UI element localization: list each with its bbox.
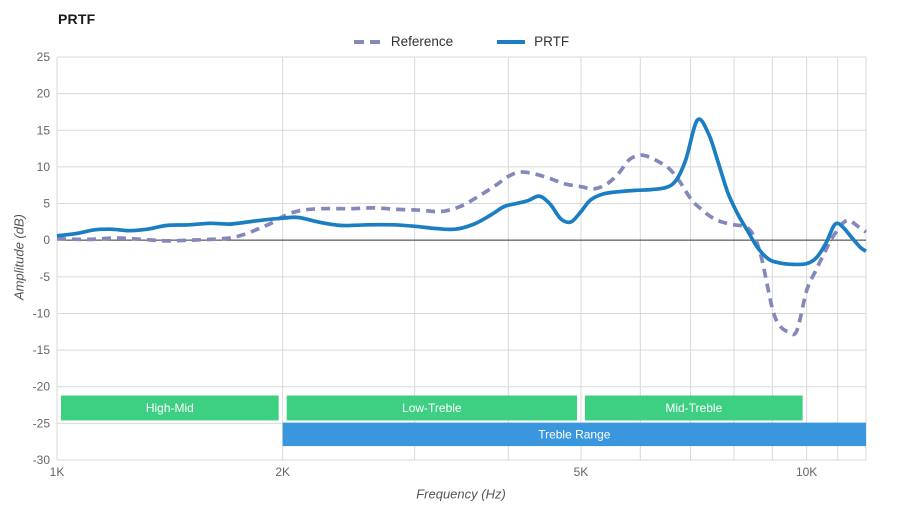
- band-treble-range: [282, 422, 866, 447]
- y-tick-label: -15: [33, 343, 51, 357]
- x-tick-label: 5K: [574, 465, 589, 479]
- legend-label-prtf: PRTF: [534, 34, 570, 49]
- y-tick-label: -20: [33, 380, 51, 394]
- y-tick-label: 5: [43, 197, 50, 211]
- x-tick-label: 2K: [275, 465, 290, 479]
- x-tick-label: 10K: [796, 465, 817, 479]
- band-label: Low-Treble: [402, 401, 462, 415]
- band-label: Treble Range: [538, 427, 611, 441]
- band-low-treble: [286, 395, 577, 421]
- series-prtf-line: [56, 117, 868, 267]
- dashed-line-icon: [353, 39, 382, 44]
- y-tick-label: 20: [37, 87, 51, 101]
- legend-item-reference[interactable]: Reference: [353, 34, 454, 49]
- legend-label-reference: Reference: [390, 34, 454, 49]
- chart-title: PRTF: [58, 11, 96, 27]
- y-tick-label: -25: [33, 416, 51, 430]
- y-tick-label: -30: [33, 453, 51, 467]
- y-tick-label: 0: [43, 233, 50, 247]
- x-tick-label: 1K: [50, 465, 65, 479]
- solid-line-icon: [497, 39, 526, 44]
- y-tick-label: -5: [39, 270, 50, 284]
- y-axis-title: Amplitude (dB): [11, 214, 27, 300]
- band-high-mid: [61, 395, 279, 421]
- y-tick-label: -10: [33, 306, 51, 320]
- legend-item-prtf[interactable]: PRTF: [497, 34, 569, 49]
- series-reference-line: [56, 153, 868, 337]
- y-tick-label: 15: [37, 123, 51, 137]
- legend: Reference PRTF: [57, 34, 866, 49]
- band-mid-treble: [584, 395, 803, 421]
- band-label: Mid-Treble: [665, 401, 722, 415]
- x-axis-title: Frequency (Hz): [416, 486, 506, 502]
- band-label: High-Mid: [146, 401, 194, 415]
- y-tick-label: 25: [37, 50, 51, 64]
- y-tick-label: 10: [37, 160, 51, 174]
